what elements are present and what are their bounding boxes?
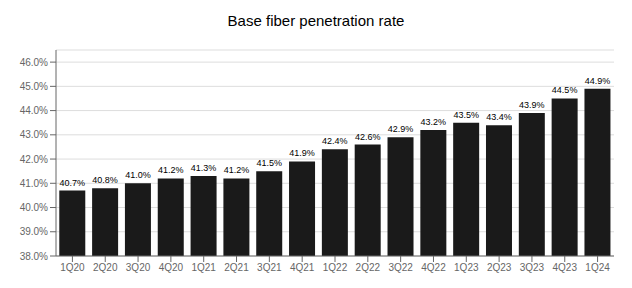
svg-text:42.9%: 42.9% <box>388 124 414 134</box>
svg-text:40.7%: 40.7% <box>60 178 86 188</box>
svg-text:42.0%: 42.0% <box>20 154 48 165</box>
svg-text:3Q21: 3Q21 <box>257 262 282 273</box>
svg-text:2Q21: 2Q21 <box>224 262 249 273</box>
svg-text:2Q23: 2Q23 <box>487 262 512 273</box>
svg-text:2Q20: 2Q20 <box>93 262 118 273</box>
svg-text:1Q21: 1Q21 <box>191 262 216 273</box>
svg-text:41.9%: 41.9% <box>289 148 315 158</box>
svg-text:4Q23: 4Q23 <box>553 262 578 273</box>
svg-text:41.0%: 41.0% <box>20 178 48 189</box>
svg-text:40.0%: 40.0% <box>20 202 48 213</box>
svg-text:44.9%: 44.9% <box>585 76 611 86</box>
svg-text:41.5%: 41.5% <box>256 158 282 168</box>
svg-text:45.0%: 45.0% <box>20 81 48 92</box>
svg-text:1Q24: 1Q24 <box>585 262 610 273</box>
svg-text:1Q23: 1Q23 <box>454 262 479 273</box>
svg-text:43.4%: 43.4% <box>486 112 512 122</box>
svg-text:43.2%: 43.2% <box>421 117 447 127</box>
svg-text:41.2%: 41.2% <box>158 165 184 175</box>
svg-text:44.5%: 44.5% <box>552 85 578 95</box>
svg-text:41.3%: 41.3% <box>191 163 217 173</box>
svg-text:3Q23: 3Q23 <box>520 262 545 273</box>
svg-text:41.0%: 41.0% <box>125 170 151 180</box>
svg-text:3Q20: 3Q20 <box>126 262 151 273</box>
svg-text:1Q22: 1Q22 <box>323 262 348 273</box>
svg-text:43.9%: 43.9% <box>519 100 545 110</box>
svg-text:39.0%: 39.0% <box>20 226 48 237</box>
svg-text:3Q22: 3Q22 <box>388 262 413 273</box>
svg-text:46.0%: 46.0% <box>20 57 48 68</box>
svg-text:1Q20: 1Q20 <box>60 262 85 273</box>
svg-text:42.4%: 42.4% <box>322 136 348 146</box>
svg-text:43.5%: 43.5% <box>453 110 479 120</box>
svg-text:43.0%: 43.0% <box>20 129 48 140</box>
svg-text:40.8%: 40.8% <box>92 175 118 185</box>
svg-text:4Q22: 4Q22 <box>421 262 446 273</box>
svg-text:2Q22: 2Q22 <box>356 262 381 273</box>
svg-text:41.2%: 41.2% <box>224 165 250 175</box>
svg-text:42.6%: 42.6% <box>355 132 381 142</box>
svg-text:4Q21: 4Q21 <box>290 262 315 273</box>
svg-text:4Q20: 4Q20 <box>159 262 184 273</box>
svg-text:38.0%: 38.0% <box>20 251 48 262</box>
svg-text:44.0%: 44.0% <box>20 105 48 116</box>
html-text:Base fiber penetration rate: Base fiber penetration rate <box>227 12 405 29</box>
